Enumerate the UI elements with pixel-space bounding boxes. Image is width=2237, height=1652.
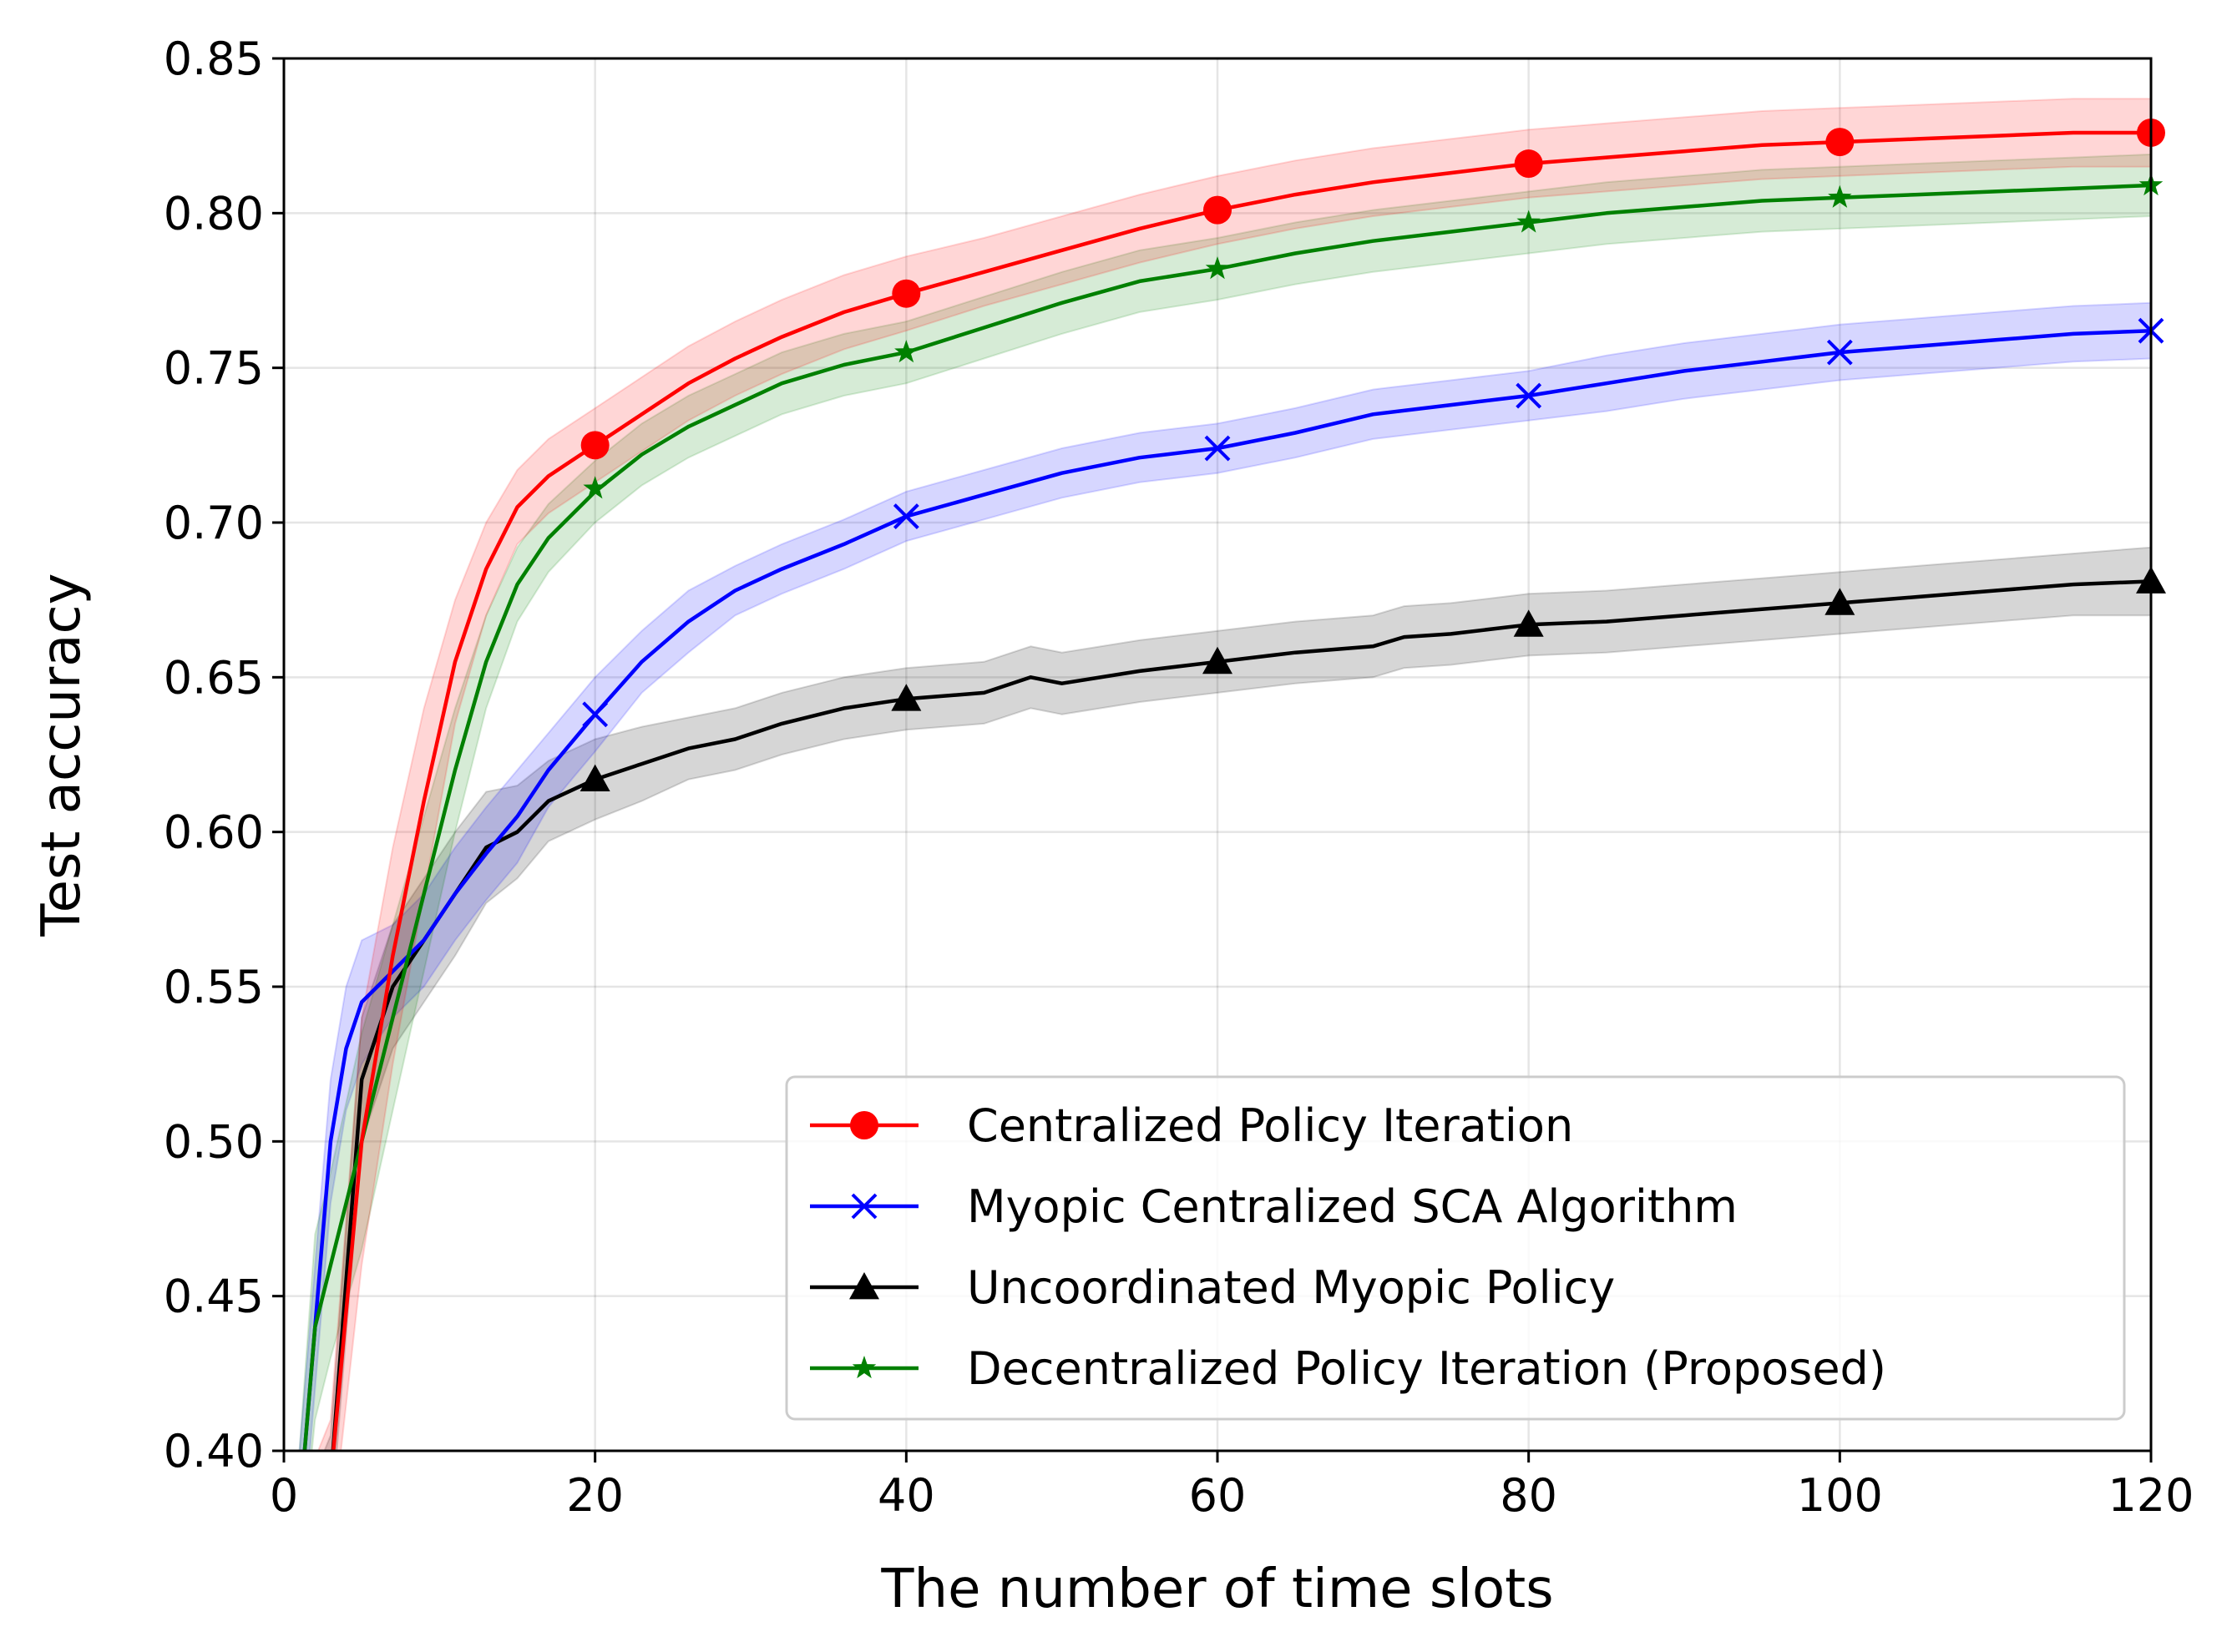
marker-decentralized-policy-iteration-proposed — [894, 340, 919, 363]
legend-entries: Centralized Policy Iteration Myopic Centr… — [810, 1099, 1886, 1395]
confidence-bands — [298, 98, 2151, 1451]
x-tick-label: 20 — [566, 1469, 624, 1522]
marker-uncoordinated-myopic-policy — [1202, 646, 1232, 674]
y-axis-label: Test accuracy — [31, 573, 93, 937]
marker-uncoordinated-myopic-policy — [891, 684, 922, 711]
marker-myopic-centralized-sca-algorithm — [893, 503, 919, 530]
marker-myopic-centralized-sca-algorithm — [1204, 435, 1231, 462]
legend-swatch-marker — [852, 1356, 877, 1379]
x-tick-label: 60 — [1189, 1469, 1247, 1522]
x-axis-label: The number of time slots — [880, 1559, 1553, 1620]
legend-box — [785, 1075, 2126, 1421]
marker-myopic-centralized-sca-algorithm — [1516, 382, 1542, 409]
line-uncoordinated-myopic-policy — [331, 579, 2151, 1451]
band-myopic-centralized-sca-algorithm — [298, 301, 2151, 1451]
y-tick-label: 0.65 — [164, 651, 264, 704]
marker-decentralized-policy-iteration-proposed — [1516, 210, 1541, 233]
marker-centralized-policy-iteration — [1825, 128, 1855, 157]
marker-myopic-centralized-sca-algorithm — [1826, 339, 1853, 366]
marker-myopic-centralized-sca-algorithm — [582, 701, 609, 728]
x-axis-ticks: 0 20 40 60 80 100 120 — [270, 1451, 2194, 1522]
marker-uncoordinated-myopic-policy — [1825, 588, 1855, 615]
legend-label: Myopic Centralized SCA Algorithm — [967, 1180, 1738, 1233]
marker-uncoordinated-myopic-policy — [579, 764, 610, 792]
y-tick-label: 0.55 — [164, 961, 264, 1013]
x-tick-label: 80 — [1500, 1469, 1557, 1522]
marker-uncoordinated-myopic-policy — [1513, 609, 1544, 637]
marker-centralized-policy-iteration — [1514, 149, 1543, 179]
y-tick-label: 0.70 — [164, 497, 264, 549]
legend-swatch-marker — [849, 1272, 879, 1300]
legend-swatch-marker — [851, 1193, 878, 1220]
marker-centralized-policy-iteration — [580, 431, 610, 460]
band-centralized-policy-iteration — [316, 98, 2151, 1451]
marker-decentralized-policy-iteration-proposed — [1828, 184, 1852, 208]
y-axis-ticks: 0.40 0.45 0.50 0.55 0.60 0.65 0.70 0.75 0.80 0.85 — [164, 33, 284, 1478]
legend-label: Centralized Policy Iteration — [967, 1099, 1573, 1152]
marker-decentralized-policy-iteration-proposed — [583, 476, 607, 499]
line-centralized-policy-iteration — [332, 130, 2151, 1451]
legend: Centralized Policy Iteration Myopic Centr… — [785, 1075, 2126, 1421]
x-tick-label: 40 — [878, 1469, 935, 1522]
y-tick-label: 0.80 — [164, 187, 264, 240]
band-uncoordinated-myopic-policy — [323, 546, 2151, 1451]
legend-label: Uncoordinated Myopic Policy — [967, 1261, 1615, 1314]
x-tick-label: 0 — [270, 1469, 298, 1522]
marker-decentralized-policy-iteration-proposed — [1205, 256, 1230, 280]
x-tick-label: 100 — [1797, 1469, 1883, 1522]
x-tick-label: 120 — [2108, 1469, 2194, 1522]
y-tick-label: 0.50 — [164, 1115, 264, 1168]
y-tick-label: 0.85 — [164, 33, 264, 85]
legend-swatch-marker — [850, 1111, 878, 1139]
marker-centralized-policy-iteration — [1203, 195, 1232, 225]
band-decentralized-policy-iteration-proposed — [298, 153, 2151, 1451]
marker-centralized-policy-iteration — [892, 279, 921, 308]
y-tick-label: 0.40 — [164, 1425, 264, 1478]
y-tick-label: 0.45 — [164, 1271, 264, 1323]
y-tick-label: 0.75 — [164, 342, 264, 395]
y-tick-label: 0.60 — [164, 806, 264, 859]
legend-label: Decentralized Policy Iteration (Proposed… — [967, 1342, 1886, 1395]
